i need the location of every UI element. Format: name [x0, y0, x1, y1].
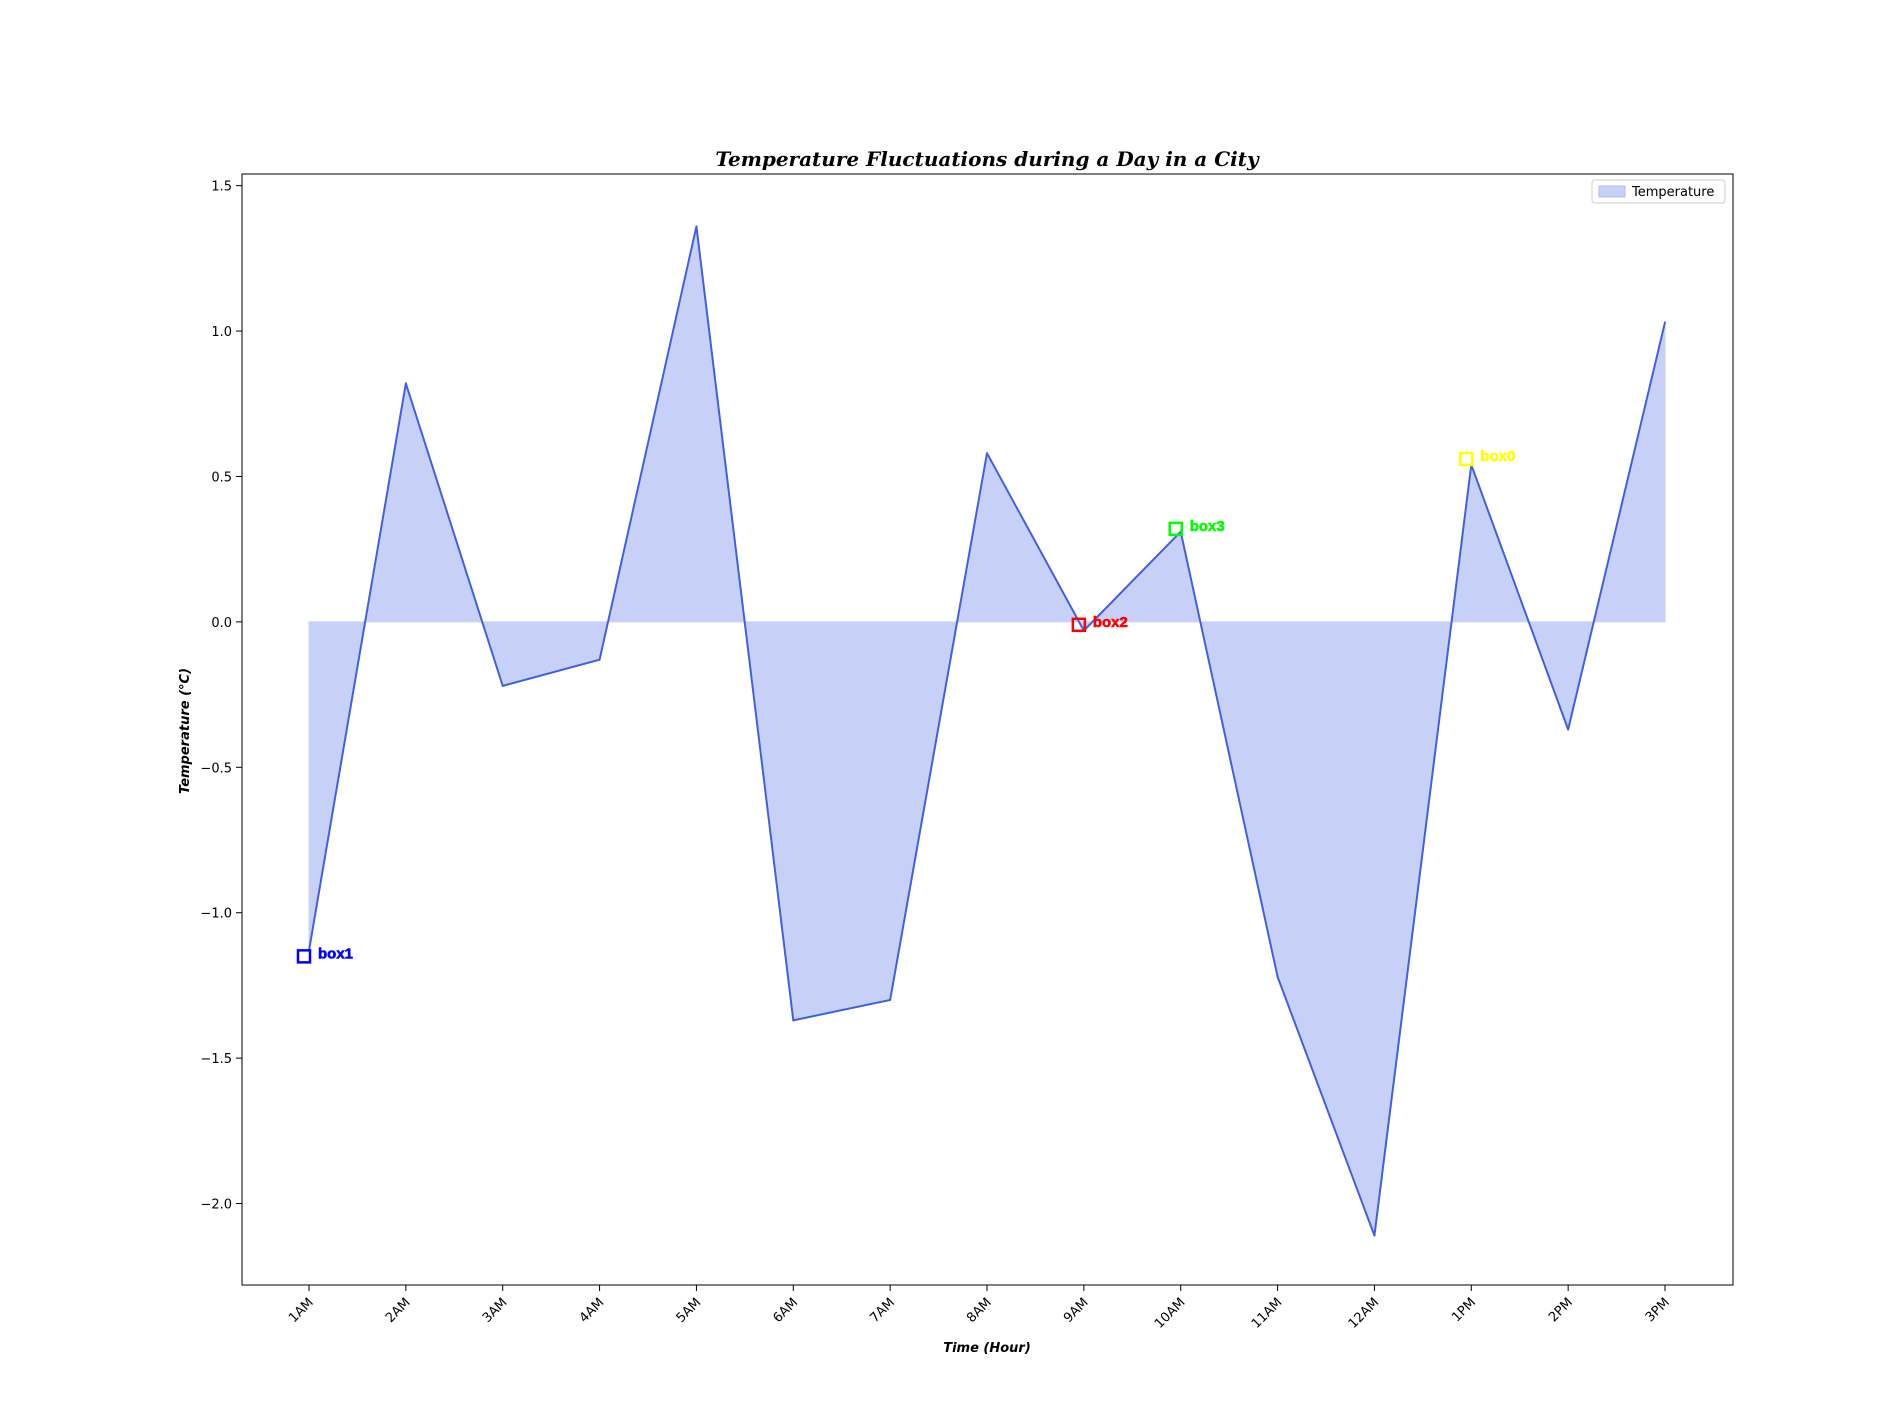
y-tick-label: −1.5: [200, 1052, 232, 1067]
x-tick-label: 3PM: [1643, 1295, 1673, 1325]
x-tick-label: 5AM: [674, 1295, 705, 1326]
y-tick-label: 0.0: [211, 616, 232, 631]
y-tick-label: 0.5: [211, 470, 232, 485]
x-tick-label: 4AM: [577, 1295, 608, 1326]
annotation-box-box3: [1168, 521, 1183, 537]
y-tick-label: −2.0: [200, 1198, 232, 1213]
x-tick-label: 3AM: [480, 1295, 511, 1326]
axes: 1.5 1.0 0.5 0.0 −0.5 −1.0 −1.5 −2.0 1AM 2AM 3AM 4AM…: [200, 173, 1734, 1332]
data-point: [501, 684, 504, 687]
y-axis-label: Temperature (°C): [178, 668, 193, 794]
x-tick-label: 10AM: [1152, 1295, 1189, 1332]
data-point: [598, 658, 601, 661]
data-point: [889, 998, 892, 1001]
plot-area: box0 box1 box2 box3: [296, 225, 1666, 1237]
data-point: [695, 225, 698, 228]
annotation-label-box2: box2: [1093, 614, 1128, 631]
chart-title: Temperature Fluctuations during a Day in…: [715, 147, 1260, 171]
series-area-temperature: [308, 226, 1666, 1236]
x-tick-label: 12AM: [1346, 1295, 1383, 1332]
annotation-label-box1: box1: [318, 945, 353, 962]
data-point: [1373, 1234, 1376, 1237]
x-tick-label: 8AM: [964, 1295, 995, 1326]
series-line-temperature: [308, 225, 1666, 1237]
x-tick-label: 2AM: [383, 1295, 414, 1326]
y-tick-label: 1.0: [211, 325, 232, 340]
data-point: [792, 1019, 795, 1022]
data-point: [1567, 728, 1570, 731]
legend: Temperature: [1591, 179, 1726, 204]
x-tick-label: 2PM: [1546, 1295, 1576, 1325]
annotation-box-box2: [1071, 617, 1087, 633]
x-tick-label: 1AM: [286, 1295, 317, 1326]
y-tick-label: −0.5: [200, 761, 232, 776]
legend-swatch: [1598, 185, 1626, 198]
data-point: [1664, 321, 1666, 324]
y-tick-label: −1.0: [200, 907, 232, 922]
data-point: [404, 382, 407, 385]
x-tick-label: 6AM: [770, 1295, 801, 1326]
data-point: [986, 452, 988, 455]
x-tick-label: 9AM: [1061, 1295, 1092, 1326]
data-point: [1276, 975, 1279, 978]
annotation-label-box0: box0: [1480, 448, 1515, 465]
y-tick-label: 1.5: [211, 180, 232, 195]
annotation-box-box0: [1459, 451, 1474, 467]
annotation-label-box3: box3: [1190, 518, 1225, 535]
x-tick-label: 7AM: [867, 1295, 898, 1326]
annotation-box-box1: [296, 949, 312, 964]
x-tick-label: 11AM: [1249, 1295, 1286, 1332]
plot-frame: [241, 173, 1734, 1286]
x-tick-label: 1PM: [1449, 1295, 1479, 1325]
legend-label: Temperature: [1631, 185, 1714, 200]
x-axis-label: Time (Hour): [943, 1341, 1031, 1356]
